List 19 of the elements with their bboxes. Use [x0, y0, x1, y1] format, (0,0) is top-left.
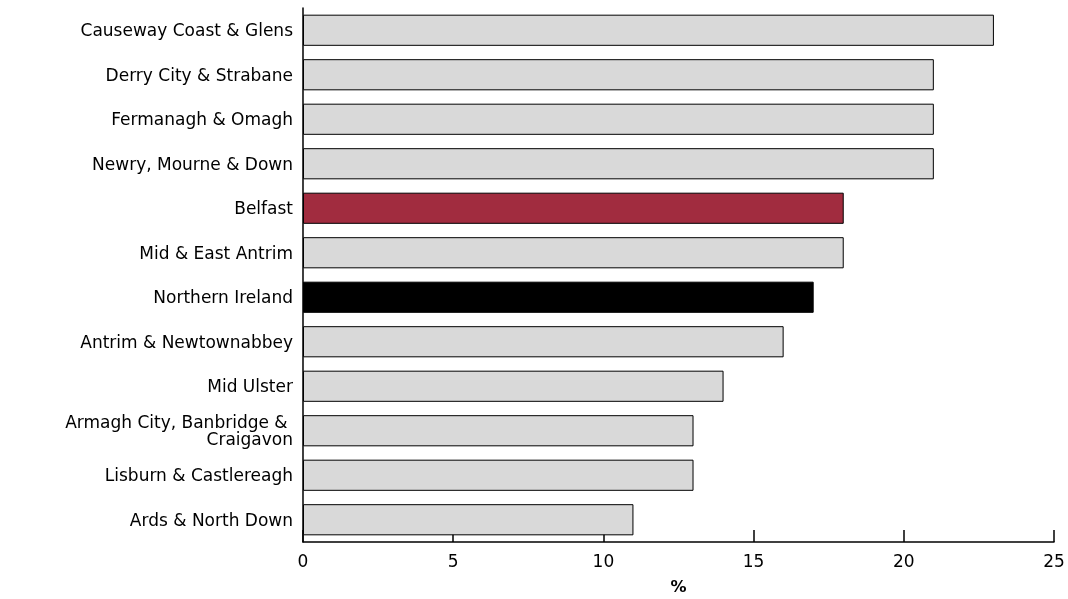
y-tick-label: Armagh City, Banbridge & Craigavon [65, 412, 293, 450]
y-tick-label: Fermanagh & Omagh [111, 109, 293, 130]
y-tick-label: Mid & East Antrim [139, 242, 293, 263]
y-tick-label: Antrim & Newtownabbey [80, 331, 293, 352]
y-tick-label: Newry, Mourne & Down [92, 153, 293, 174]
y-tick-label: Lisburn & Castlereagh [104, 465, 293, 486]
y-tick-label: Mid Ulster [207, 376, 293, 397]
x-axis-title: % [670, 576, 687, 596]
y-tick-label: Ards & North Down [129, 509, 293, 530]
x-tick-label: 0 [297, 550, 309, 571]
y-tick-label: Causeway Coast & Glens [80, 20, 294, 41]
y-tick-label: Belfast [234, 198, 294, 219]
x-tick-label: 5 [447, 550, 459, 571]
y-tick-label: Derry City & Strabane [105, 64, 293, 85]
x-tick-label: 10 [592, 550, 615, 571]
y-tick-label: Northern Ireland [153, 287, 293, 308]
x-tick-label: 15 [742, 550, 765, 571]
x-tick-label: 20 [892, 550, 915, 571]
x-tick-label: 25 [1043, 550, 1065, 571]
